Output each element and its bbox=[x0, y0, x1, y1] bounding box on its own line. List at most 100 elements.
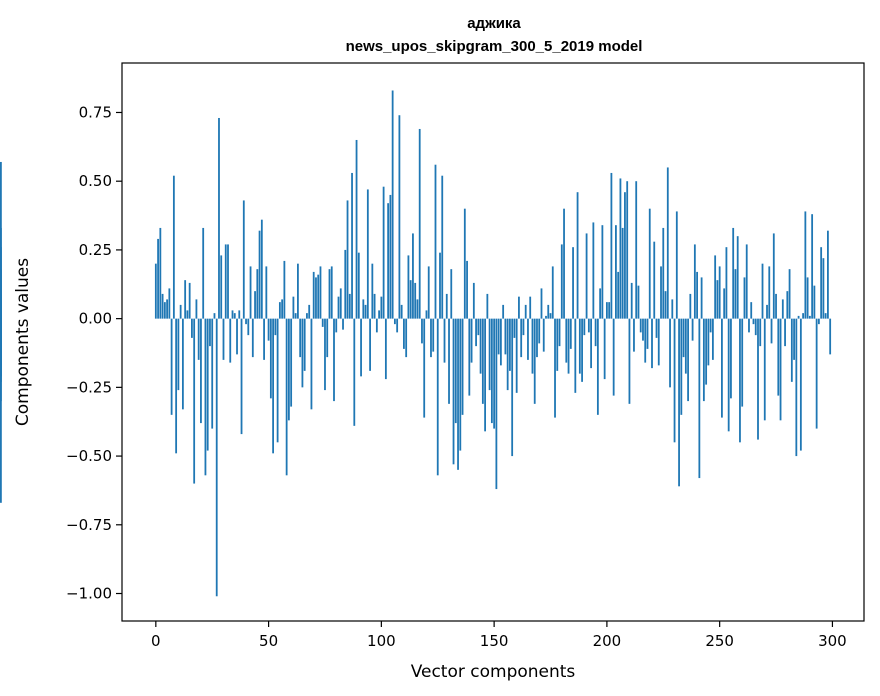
y-tick-label: −0.50 bbox=[66, 447, 112, 465]
bar bbox=[790, 318, 793, 382]
bar bbox=[635, 181, 638, 319]
bar bbox=[678, 318, 680, 487]
bar bbox=[342, 318, 344, 330]
bar bbox=[297, 263, 299, 319]
bar bbox=[484, 318, 486, 432]
y-tick-label: 0.75 bbox=[79, 103, 112, 121]
bar bbox=[822, 258, 825, 319]
bar bbox=[612, 318, 615, 396]
bar bbox=[161, 293, 164, 319]
y-tick-label: 0.50 bbox=[79, 172, 112, 190]
bar bbox=[186, 310, 189, 319]
bar bbox=[197, 318, 200, 360]
bar bbox=[808, 315, 811, 319]
bar bbox=[159, 227, 162, 319]
bar bbox=[229, 318, 232, 363]
bar bbox=[533, 318, 536, 404]
bar bbox=[324, 318, 326, 391]
bar bbox=[691, 318, 694, 341]
bar bbox=[772, 233, 775, 319]
y-axis-ticks: −1.00 −0.75 −0.50 −0.25 0.00 0.25 0.50 0.75 bbox=[66, 103, 122, 603]
bar bbox=[829, 318, 832, 355]
bar bbox=[574, 318, 577, 393]
bar bbox=[206, 318, 209, 451]
bar bbox=[251, 318, 254, 358]
bar bbox=[793, 318, 795, 360]
bar bbox=[633, 318, 635, 352]
bar bbox=[292, 296, 295, 319]
bar bbox=[711, 318, 714, 360]
bar bbox=[179, 304, 182, 319]
bar bbox=[743, 277, 746, 319]
bar bbox=[757, 318, 759, 440]
bar bbox=[317, 274, 320, 319]
bar bbox=[294, 313, 297, 319]
bar bbox=[554, 318, 556, 418]
bar bbox=[619, 178, 622, 319]
bar bbox=[448, 318, 450, 404]
bar bbox=[795, 318, 798, 457]
bar bbox=[781, 299, 784, 319]
bar bbox=[461, 318, 464, 415]
bar bbox=[725, 247, 728, 319]
bar bbox=[287, 318, 290, 421]
bar bbox=[542, 318, 545, 352]
bar bbox=[569, 318, 572, 349]
bar bbox=[714, 255, 717, 319]
bar bbox=[423, 318, 426, 418]
bar bbox=[0, 318, 2, 402]
bar bbox=[662, 227, 665, 319]
bar bbox=[495, 318, 498, 490]
bar bbox=[811, 214, 814, 319]
bar bbox=[802, 313, 804, 319]
bar bbox=[393, 318, 396, 325]
bar bbox=[651, 318, 653, 369]
bar bbox=[378, 310, 380, 319]
bar bbox=[470, 318, 473, 363]
y-tick-label: −0.75 bbox=[66, 516, 112, 534]
bar bbox=[175, 318, 178, 454]
bar bbox=[166, 299, 168, 319]
bar bbox=[660, 266, 662, 319]
bar bbox=[770, 318, 773, 344]
bar bbox=[578, 318, 581, 374]
bar bbox=[824, 313, 827, 319]
bar bbox=[513, 318, 516, 338]
y-tick-label: −0.25 bbox=[66, 378, 112, 396]
bar bbox=[299, 318, 302, 358]
bar bbox=[472, 282, 475, 319]
bar bbox=[170, 318, 173, 415]
bar bbox=[768, 266, 771, 319]
bar bbox=[583, 318, 586, 336]
bar bbox=[315, 277, 317, 319]
bar bbox=[450, 269, 453, 319]
bar bbox=[181, 318, 184, 410]
bar bbox=[445, 293, 448, 319]
bar bbox=[558, 318, 561, 347]
bar bbox=[326, 318, 329, 358]
bar bbox=[524, 304, 527, 319]
bar bbox=[615, 225, 617, 319]
bar bbox=[407, 255, 410, 319]
bar bbox=[493, 318, 496, 429]
bar bbox=[475, 318, 477, 347]
bar bbox=[599, 288, 602, 319]
bar bbox=[766, 304, 768, 319]
bar bbox=[184, 280, 187, 319]
bar bbox=[669, 318, 671, 388]
bar bbox=[718, 266, 721, 319]
bar bbox=[414, 282, 417, 319]
bar bbox=[594, 318, 597, 347]
bar bbox=[657, 318, 660, 366]
bar bbox=[418, 128, 421, 319]
bar bbox=[224, 244, 227, 319]
bar bbox=[172, 175, 175, 319]
bar bbox=[784, 318, 786, 347]
bar bbox=[308, 304, 311, 319]
bar bbox=[630, 282, 633, 319]
bar bbox=[409, 280, 412, 319]
bar bbox=[267, 318, 270, 341]
bar bbox=[540, 288, 543, 319]
bar bbox=[163, 302, 166, 319]
bar bbox=[628, 318, 631, 404]
